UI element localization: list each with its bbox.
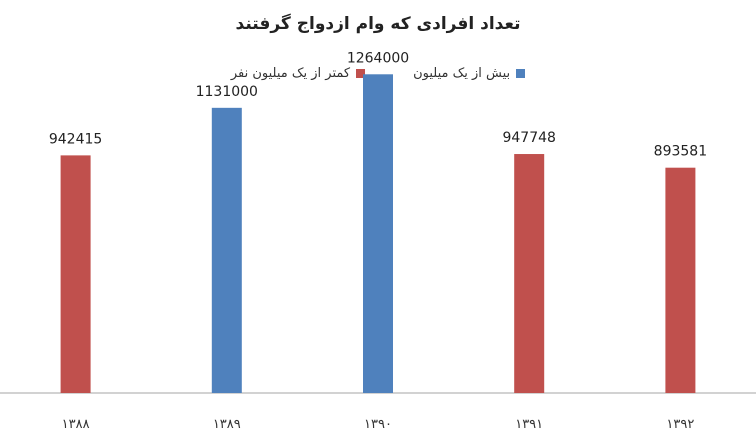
bar-0: [60, 155, 91, 393]
data-label-0: 942415: [49, 131, 102, 147]
legend-item-more: بیش از یک میلیون: [413, 66, 526, 81]
data-label-2: 1264000: [347, 50, 409, 66]
data-label-1: 1131000: [196, 84, 258, 100]
bar-2: [363, 74, 393, 393]
legend: بیش از یک میلیون کمتر از یک میلیون نفر: [0, 66, 756, 81]
x-tick-label-4: ۱۳۹۲: [666, 417, 694, 432]
bar-3: [514, 154, 545, 393]
x-tick-label-1: ۱۳۸۹: [213, 417, 241, 432]
legend-swatch-more: [516, 69, 526, 78]
legend-swatch-less: [356, 69, 366, 78]
legend-label-less: کمتر از یک میلیون نفر: [230, 66, 351, 81]
legend-item-less: کمتر از یک میلیون نفر: [230, 66, 366, 81]
chart-title: تعداد افرادی که وام ازدواج گرفتند: [235, 14, 521, 34]
data-label-3: 947748: [502, 130, 555, 146]
data-label-4: 893581: [654, 144, 707, 160]
legend-label-more: بیش از یک میلیون: [413, 66, 511, 81]
bar-1: [211, 107, 242, 394]
x-tick-label-0: ۱۳۸۸: [62, 417, 90, 432]
x-tick-label-2: ۱۳۹۰: [364, 417, 392, 432]
x-tick-label-3: ۱۳۹۱: [515, 417, 543, 432]
bar-4: [665, 167, 696, 393]
